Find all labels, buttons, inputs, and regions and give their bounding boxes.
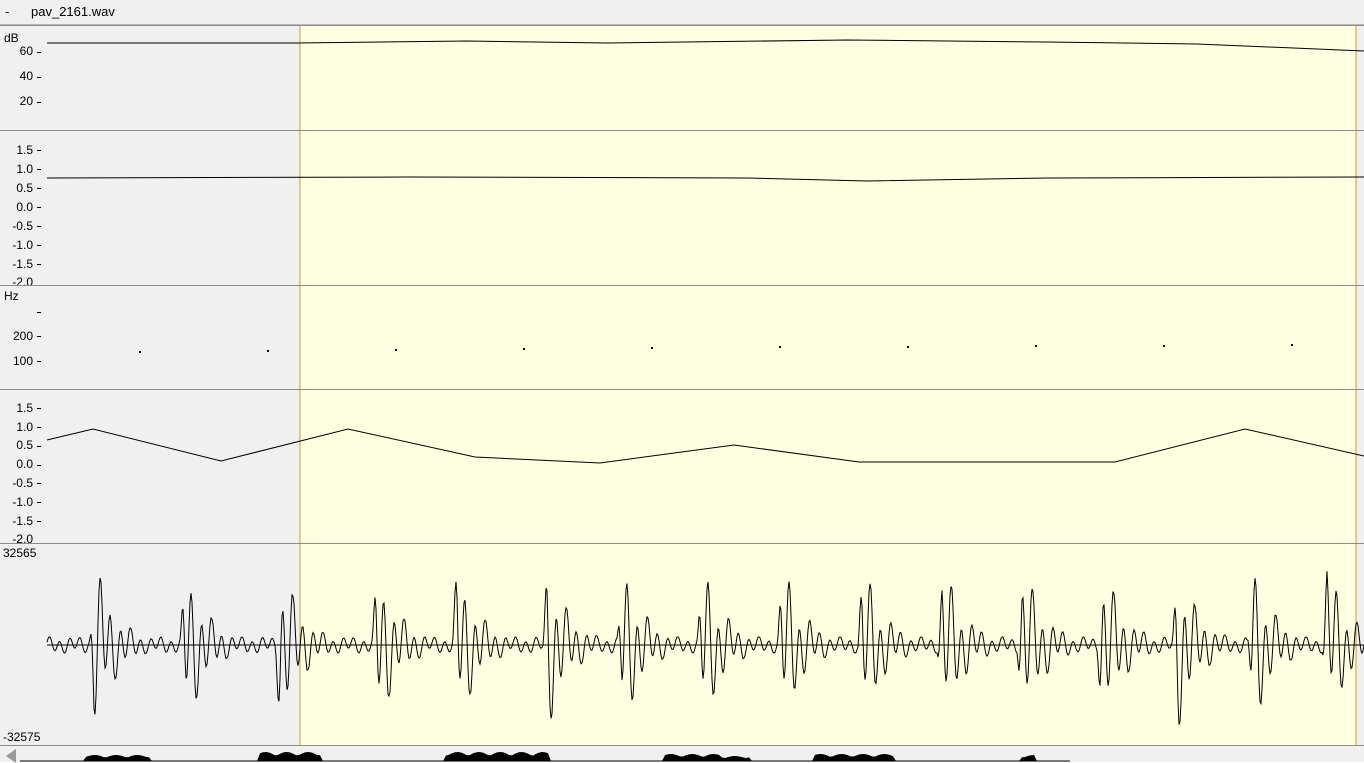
waveform-panel[interactable]: 32565 -32575 <box>0 543 1364 745</box>
intensity-tick-label: 20 <box>19 94 33 108</box>
pitch-point <box>779 346 781 348</box>
tick-mark <box>37 446 41 447</box>
waveform-plot[interactable] <box>46 544 1364 745</box>
pitch-point <box>1163 345 1165 347</box>
waveform-trace <box>46 571 1364 725</box>
pitch-point <box>139 351 141 353</box>
tick-mark <box>37 264 41 265</box>
intensity-plot[interactable] <box>47 26 1364 130</box>
pitch-tick-label: 200 <box>12 329 33 343</box>
ratio-b-tick-label: -2.0 <box>12 532 33 543</box>
pitch-point <box>267 350 269 352</box>
tick-mark <box>37 188 41 189</box>
overview-envelope-shape <box>20 752 1070 761</box>
menu-dash[interactable]: - <box>5 4 10 19</box>
pitch-point <box>651 347 653 349</box>
waveform-max-label: 32565 <box>3 546 37 560</box>
scroll-left-icon[interactable] <box>6 749 16 763</box>
selection-region <box>300 390 1356 543</box>
tick-mark <box>37 408 41 409</box>
intensity-tick-label: 40 <box>19 69 33 83</box>
ratio-a-tick-label: -0.5 <box>12 219 33 233</box>
pitch-plot[interactable] <box>47 286 1364 389</box>
ratio-a-contour <box>46 176 1364 182</box>
ratio-a-tick-label: -1.5 <box>12 257 33 271</box>
pitch-point <box>1035 345 1037 347</box>
tick-mark <box>37 226 41 227</box>
ratio-panel-b[interactable]: 1.5 1.0 0.5 0.0 -0.5 -1.0 -1.5 -2.0 <box>0 389 1364 543</box>
ratio-a-plot[interactable] <box>46 131 1364 285</box>
overview-envelope <box>20 752 1070 762</box>
tick-mark <box>37 521 41 522</box>
ratio-b-tick-label: 1.0 <box>16 420 33 434</box>
tick-mark <box>37 245 41 246</box>
tick-mark <box>37 427 41 428</box>
ratio-b-tick-label: -0.5 <box>12 476 33 490</box>
ratio-b-tick-label: 1.5 <box>16 401 33 415</box>
pitch-point <box>523 348 525 350</box>
intensity-contour <box>47 39 1364 52</box>
title-bar: - pav_2161.wav <box>0 0 1364 25</box>
tick-mark <box>37 312 41 313</box>
intensity-panel[interactable]: dB 60 40 20 <box>0 25 1364 130</box>
ratio-a-tick-label: 1.5 <box>16 143 33 157</box>
ratio-a-tick-label: -2.0 <box>12 275 33 285</box>
tick-mark <box>37 77 41 78</box>
tick-mark <box>37 502 41 503</box>
ratio-a-tick-label: 1.0 <box>16 162 33 176</box>
waveform-min-label: -32575 <box>3 730 41 744</box>
tick-mark <box>37 169 41 170</box>
file-name: pav_2161.wav <box>31 4 115 19</box>
tick-mark <box>37 207 41 208</box>
intensity-tick-label: 60 <box>19 44 33 58</box>
tick-mark <box>37 150 41 151</box>
pitch-point <box>395 349 397 351</box>
tick-mark <box>37 483 41 484</box>
ratio-a-tick-label: -1.0 <box>12 238 33 252</box>
tick-mark <box>37 336 41 337</box>
ratio-b-plot[interactable] <box>46 390 1364 543</box>
pitch-panel[interactable]: Hz 200 100 <box>0 285 1364 389</box>
ratio-b-contour <box>46 428 1364 464</box>
selection-region <box>300 131 1356 285</box>
ratio-a-tick-label: 0.5 <box>16 181 33 195</box>
tick-mark <box>37 465 41 466</box>
ratio-panel-a[interactable]: 1.5 1.0 0.5 0.0 -0.5 -1.0 -1.5 -2.0 <box>0 130 1364 285</box>
pitch-point <box>907 346 909 348</box>
tick-mark <box>37 361 41 362</box>
ratio-b-tick-label: 0.5 <box>16 438 33 452</box>
tick-mark <box>37 52 41 53</box>
ratio-a-tick-label: 0.0 <box>16 200 33 214</box>
selection-region <box>300 286 1356 389</box>
tick-mark <box>37 102 41 103</box>
ratio-b-tick-label: -1.5 <box>12 514 33 528</box>
pitch-point <box>1291 344 1293 346</box>
intensity-unit-label: dB <box>4 31 19 45</box>
ratio-b-tick-label: 0.0 <box>16 457 33 471</box>
ratio-b-tick-label: -1.0 <box>12 495 33 509</box>
overview-strip[interactable] <box>0 745 1364 763</box>
pitch-unit-label: Hz <box>4 289 19 303</box>
pitch-tick-label: 100 <box>12 354 33 368</box>
